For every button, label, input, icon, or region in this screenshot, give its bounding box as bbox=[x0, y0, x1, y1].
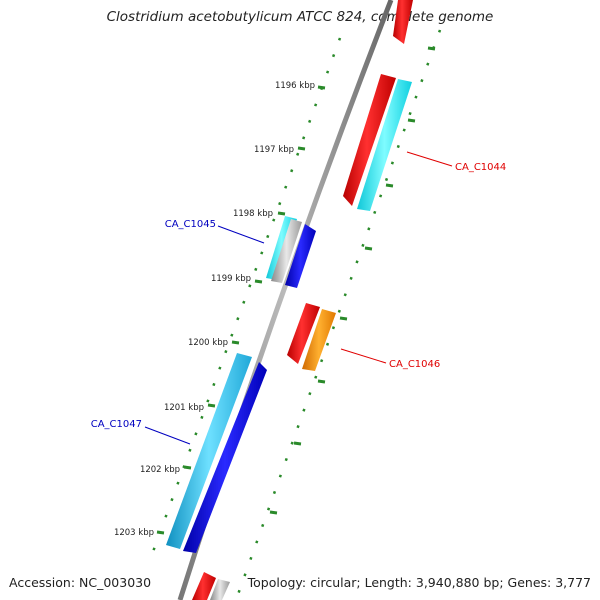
outer-tick-row bbox=[148, 37, 342, 561]
kbp-label-1199: 1199 kbp bbox=[211, 274, 251, 284]
gene-ca-c1047[interactable] bbox=[166, 353, 252, 549]
leader-ca-c1044 bbox=[406, 151, 453, 167]
gene-ca-c1046[interactable] bbox=[302, 309, 336, 371]
kbp-label-1200: 1200 kbp bbox=[188, 338, 228, 348]
accession-text: Accession: NC_003030 bbox=[9, 575, 152, 590]
kbp-label-1203: 1203 kbp bbox=[114, 528, 154, 538]
leader-ca-c1045 bbox=[217, 225, 265, 244]
genome-stats-text: Topology: circular; Length: 3,940,880 bp… bbox=[247, 575, 591, 590]
gene-features bbox=[166, 0, 413, 600]
kbp-label-1196: 1196 kbp bbox=[275, 81, 315, 91]
kbp-label-1201: 1201 kbp bbox=[164, 403, 204, 413]
gene-bottom-red[interactable] bbox=[192, 572, 216, 600]
leader-ca-c1046 bbox=[340, 348, 387, 364]
gene-red-1046[interactable] bbox=[287, 303, 320, 364]
gene-bottom-grey[interactable] bbox=[210, 579, 230, 600]
gene-grey-1045[interactable] bbox=[271, 219, 302, 283]
kbp-label-1197: 1197 kbp bbox=[254, 145, 294, 155]
gene-label-ca-c1046[interactable]: CA_C1046 bbox=[389, 359, 440, 370]
gene-blue-1047[interactable] bbox=[183, 362, 267, 553]
kbp-label-1198: 1198 kbp bbox=[233, 209, 273, 219]
gene-label-ca-c1045[interactable]: CA_C1045 bbox=[165, 219, 216, 230]
gene-label-ca-c1044[interactable]: CA_C1044 bbox=[455, 162, 506, 173]
major-ticks bbox=[156, 46, 436, 535]
gene-blue-1045[interactable] bbox=[285, 224, 316, 288]
kbp-label-1202: 1202 kbp bbox=[140, 465, 180, 475]
gene-red-1044a[interactable] bbox=[343, 74, 396, 206]
gene-label-ca-c1047[interactable]: CA_C1047 bbox=[91, 419, 142, 430]
gene-ca-c1044[interactable] bbox=[357, 79, 412, 211]
leader-ca-c1047 bbox=[144, 426, 191, 445]
inner-tick-row bbox=[234, 29, 442, 600]
gene-top-partial[interactable] bbox=[393, 0, 413, 44]
